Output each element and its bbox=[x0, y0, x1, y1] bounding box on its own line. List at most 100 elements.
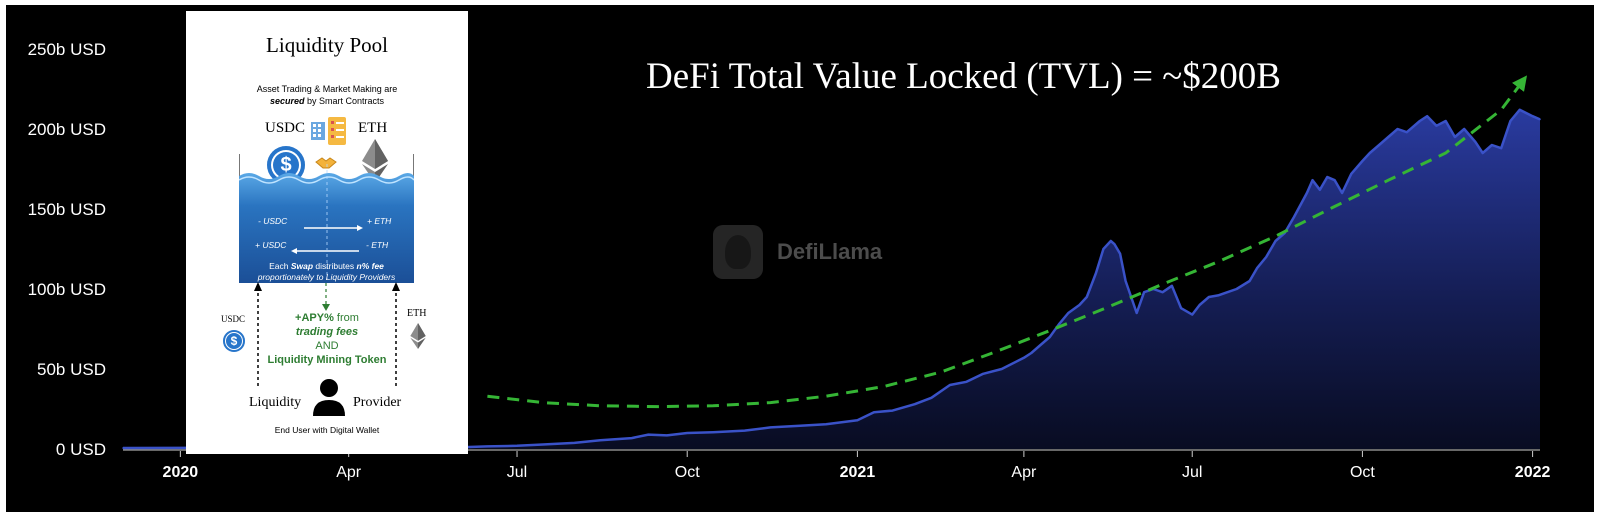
subtitle-rest: by Smart Contracts bbox=[304, 96, 385, 106]
tvl-point bbox=[1306, 192, 1308, 194]
tvl-point bbox=[1256, 267, 1258, 270]
tvl-point bbox=[1235, 288, 1238, 290]
tvl-point bbox=[516, 445, 518, 447]
tvl-point bbox=[1326, 176, 1329, 178]
tvl-point bbox=[1419, 120, 1421, 122]
tvl-point bbox=[1491, 144, 1493, 146]
tvl-point bbox=[1208, 296, 1210, 298]
tvl-point bbox=[1293, 216, 1295, 218]
tvl-point bbox=[1463, 128, 1465, 130]
fee-pre: Each bbox=[269, 261, 291, 271]
provider-rewards: +APY% from trading fees AND Liquidity Mi… bbox=[186, 311, 468, 367]
y-tick-label: 250b USD bbox=[28, 40, 106, 59]
tvl-point bbox=[1350, 173, 1353, 175]
tvl-point bbox=[1378, 144, 1380, 146]
pool-water bbox=[239, 154, 414, 283]
tvl-point bbox=[930, 397, 933, 399]
tvl-point bbox=[856, 419, 859, 422]
tvl-point bbox=[1095, 272, 1097, 274]
swap1-eth-in: + ETH bbox=[367, 216, 392, 226]
end-user-caption: End User with Digital Wallet bbox=[274, 425, 380, 435]
tvl-point bbox=[1509, 120, 1512, 122]
tvl-point bbox=[1191, 313, 1193, 316]
tvl-point bbox=[1198, 304, 1201, 306]
tvl-point bbox=[1531, 115, 1534, 117]
tvl-point bbox=[1539, 118, 1541, 121]
tvl-point bbox=[1030, 352, 1033, 354]
tvl-point bbox=[1518, 109, 1521, 111]
trend-curve bbox=[487, 75, 1527, 409]
tvl-point bbox=[1361, 160, 1364, 162]
x-tick-label: Oct bbox=[1350, 464, 1375, 481]
tvl-point bbox=[1387, 136, 1390, 138]
tvl-point bbox=[1180, 307, 1182, 310]
tvl-point bbox=[1049, 336, 1051, 338]
x-tick-label: Oct bbox=[675, 464, 700, 481]
y-tick-label: 100b USD bbox=[28, 280, 106, 299]
swap2-usdc-in: + USDC bbox=[255, 240, 287, 250]
swap1-usdc-out: - USDC bbox=[258, 216, 288, 226]
tvl-point bbox=[1435, 125, 1438, 127]
tvl-point bbox=[1319, 189, 1321, 191]
tvl-point bbox=[799, 425, 801, 427]
tvl-point bbox=[647, 433, 650, 436]
smart-contract-icon bbox=[311, 117, 346, 145]
handshake-icon bbox=[315, 157, 337, 169]
tvl-point bbox=[913, 403, 916, 406]
chart-headline: DeFi Total Value Locked (TVL) = ~$200B bbox=[646, 56, 1281, 97]
apy-rest: from bbox=[333, 312, 359, 324]
swap-fee-line2: proportionately to Liquidity Providers bbox=[257, 272, 396, 282]
tvl-point bbox=[1369, 152, 1371, 154]
tvl-chart: 0 USD 50b USD 100b USD 150b USD 200b USD 250b… bbox=[28, 40, 1551, 481]
tvl-point bbox=[1110, 240, 1112, 242]
pool-subtitle-line1: Asset Trading & Market Making are bbox=[256, 84, 398, 94]
tvl-point bbox=[873, 411, 875, 414]
swap2-eth-out: - ETH bbox=[366, 240, 389, 250]
tvl-point bbox=[542, 443, 544, 446]
tvl-point bbox=[122, 447, 124, 449]
tvl-point bbox=[179, 447, 182, 449]
person-icon bbox=[313, 379, 345, 416]
tvl-point bbox=[666, 434, 668, 437]
tvl-point bbox=[1217, 294, 1219, 297]
tvl-point bbox=[1058, 323, 1060, 326]
x-tick-label: 2021 bbox=[840, 464, 876, 481]
and-text: AND bbox=[315, 340, 339, 352]
tvl-point bbox=[1454, 136, 1456, 138]
tvl-point bbox=[630, 437, 633, 439]
tvl-point bbox=[1102, 248, 1105, 250]
pool-title: Liquidity Pool bbox=[266, 33, 388, 57]
tvl-point bbox=[949, 384, 951, 386]
tvl-point bbox=[1406, 131, 1408, 133]
tvl-point bbox=[1481, 152, 1484, 154]
usdc-side-label: USDC bbox=[221, 314, 246, 324]
x-tick-label: Apr bbox=[1011, 464, 1037, 481]
tvl-point bbox=[1078, 304, 1081, 306]
tvl-point bbox=[1000, 368, 1003, 370]
tvl-point bbox=[486, 445, 489, 448]
tvl-point bbox=[1274, 240, 1277, 242]
tvl-point bbox=[686, 432, 688, 434]
tvl-point bbox=[712, 431, 714, 434]
fee-swap: Swap bbox=[290, 261, 314, 271]
apy-line: +APY% from bbox=[186, 311, 468, 325]
tvl-point bbox=[982, 373, 984, 375]
x-tick-label: 2022 bbox=[1515, 464, 1551, 481]
tvl-point bbox=[1333, 179, 1336, 181]
tvl-point bbox=[1226, 291, 1229, 294]
tvl-point bbox=[1500, 147, 1502, 149]
tvl-point bbox=[1086, 296, 1088, 298]
tvl-point bbox=[1171, 285, 1173, 287]
eth-icon bbox=[410, 323, 426, 349]
usdc-label: USDC bbox=[265, 120, 306, 136]
liquidity-label: Liquidity bbox=[249, 395, 302, 410]
tvl-point bbox=[1124, 280, 1127, 282]
defillama-watermark: DefiLlama bbox=[713, 225, 882, 279]
x-tick-label: 2020 bbox=[163, 464, 199, 481]
tvl-point bbox=[1161, 291, 1164, 294]
usdc-coin-icon: $ bbox=[223, 330, 245, 352]
pool-subtitle-line2: secured by Smart Contracts bbox=[186, 96, 468, 106]
x-tick-label: Jul bbox=[507, 464, 527, 481]
liquidity-pool-infographic: Liquidity Pool Asset Trading & Market Ma… bbox=[186, 11, 468, 454]
tvl-point bbox=[1474, 141, 1477, 143]
